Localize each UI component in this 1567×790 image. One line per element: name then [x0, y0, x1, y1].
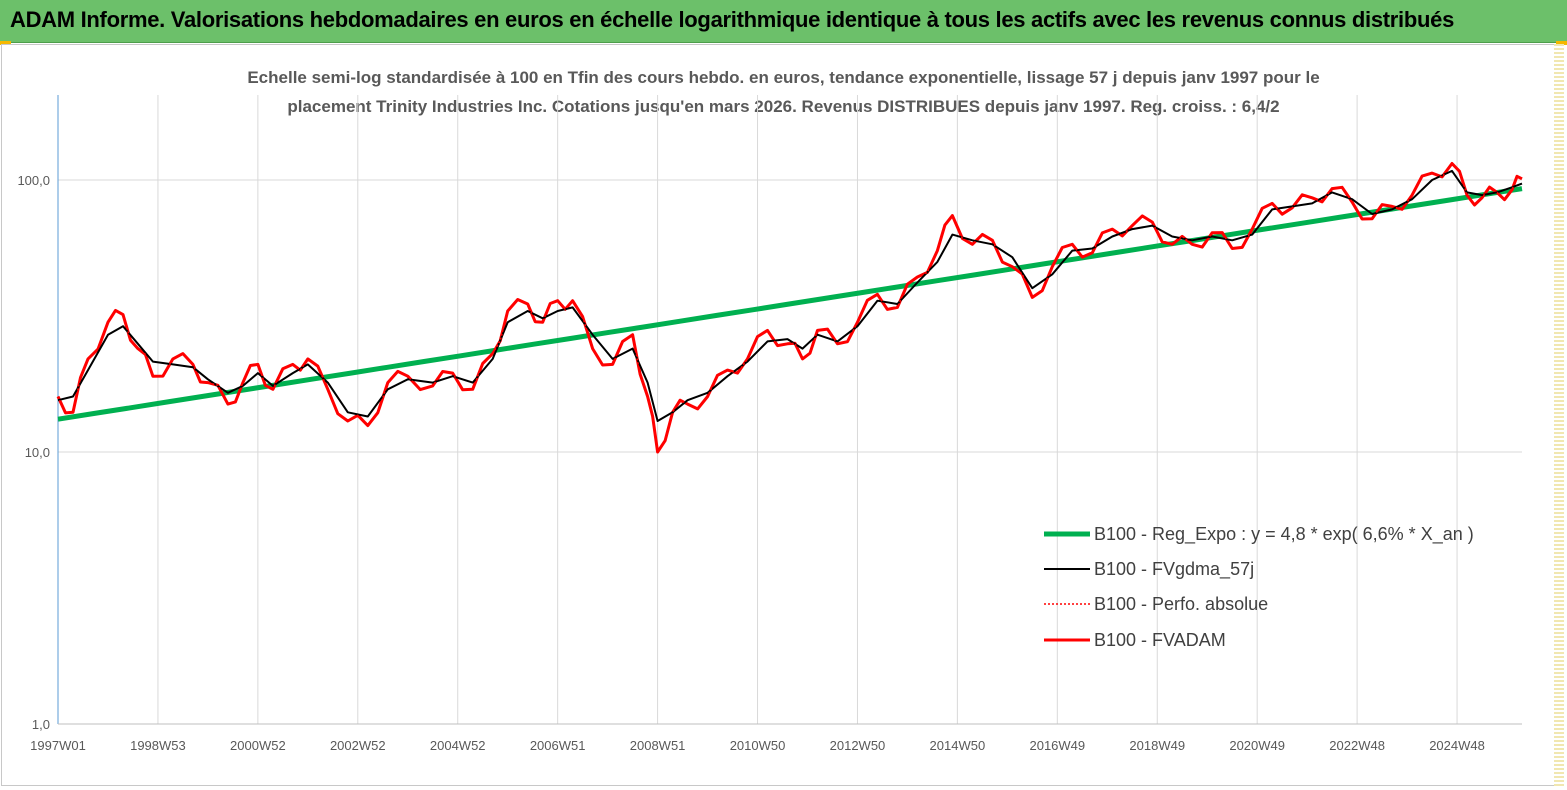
series-line-2 — [57, 162, 1523, 453]
y-tick-label: 1,0 — [32, 717, 50, 732]
series-line-0 — [57, 186, 1523, 422]
x-tick-label: 2010W50 — [730, 738, 786, 753]
chart-grid — [57, 95, 1522, 725]
legend-label-0: B100 - Reg_Expo : y = 4,8 * exp( 6,6% * … — [1094, 524, 1474, 545]
y-axis-ticks: 1,0 10,0 100,0 — [17, 173, 50, 732]
x-tick-label: 2024W48 — [1429, 738, 1485, 753]
title-banner: ADAM Informe. Valorisations hebdomadaire… — [0, 0, 1567, 43]
x-tick-label: 2012W50 — [830, 738, 886, 753]
x-axis-ticks: 1997W01 1998W53 2000W52 2002W52 2004W52 2006W… — [30, 738, 1485, 753]
chart-legend: B100 - Reg_Expo : y = 4,8 * exp( 6,6% * … — [1044, 524, 1474, 650]
x-tick-label: 1997W01 — [30, 738, 86, 753]
legend-label-3: B100 - FVADAM — [1094, 630, 1226, 650]
corner-marker-top-left — [0, 41, 11, 45]
x-tick-label: 2022W48 — [1329, 738, 1385, 753]
chart-title-line-1: Echelle semi-log standardisée à 100 en T… — [247, 68, 1320, 87]
series-line-1 — [57, 169, 1523, 422]
x-tick-label: 2020W49 — [1229, 738, 1285, 753]
chart-title-line-2: placement Trinity Industries Inc. Cotati… — [287, 97, 1280, 116]
legend-label-1: B100 - FVgdma_57j — [1094, 559, 1254, 580]
report-title: ADAM Informe. Valorisations hebdomadaire… — [10, 7, 1455, 32]
x-tick-label: 2002W52 — [330, 738, 386, 753]
series-line-3 — [56, 162, 1523, 454]
chart-series — [56, 162, 1523, 454]
y-tick-label: 100,0 — [17, 173, 50, 188]
corner-marker-top-right — [1556, 41, 1567, 45]
x-tick-label: 2014W50 — [930, 738, 986, 753]
x-tick-label: 2004W52 — [430, 738, 486, 753]
x-tick-label: 2018W49 — [1129, 738, 1185, 753]
legend-label-2: B100 - Perfo. absolue — [1094, 594, 1268, 614]
x-tick-label: 2006W51 — [530, 738, 586, 753]
x-tick-label: 2016W49 — [1029, 738, 1085, 753]
x-tick-label: 1998W53 — [130, 738, 186, 753]
y-tick-label: 10,0 — [25, 445, 50, 460]
x-tick-label: 2008W51 — [630, 738, 686, 753]
x-tick-label: 2000W52 — [230, 738, 286, 753]
chart-frame-edge — [1554, 44, 1564, 786]
